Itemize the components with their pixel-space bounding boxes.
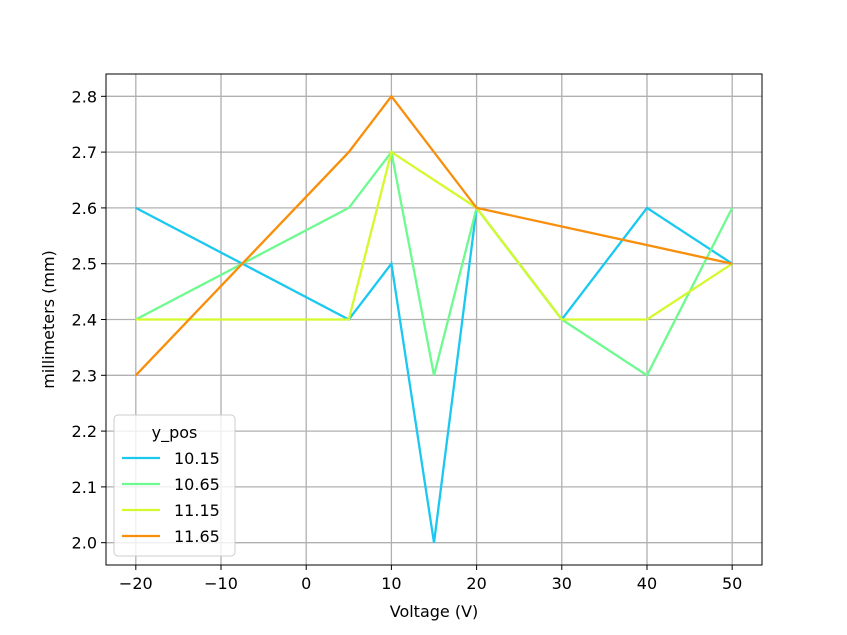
legend-title: y_pos (152, 423, 198, 443)
x-tick-label: 20 (466, 574, 486, 593)
y-axis-label: millimeters (mm) (39, 250, 58, 389)
y-tick-label: 2.5 (72, 255, 97, 274)
y-tick-label: 2.3 (72, 366, 97, 385)
x-tick-label: −10 (204, 574, 238, 593)
legend: y_pos 10.15 10.65 11.15 11.65 (113, 414, 236, 557)
series-line-10-65 (135, 149, 734, 377)
series-line-11-65 (134, 94, 733, 377)
legend-box (113, 414, 236, 557)
x-tick-label: 30 (552, 574, 572, 593)
x-tick-label: −20 (119, 574, 153, 593)
legend-label: 10.65 (174, 475, 220, 494)
y-tick-label: 2.4 (72, 311, 97, 330)
x-tick-label: 40 (637, 574, 657, 593)
y-tick-label: 2.7 (72, 143, 97, 162)
y-tick-label: 2.0 (72, 534, 97, 553)
legend-items: 10.15 10.65 11.15 11.65 (122, 449, 220, 546)
series-line-11-15 (135, 150, 733, 321)
y-tick-label: 2.6 (72, 199, 97, 218)
series-line-10-15 (135, 204, 733, 543)
legend-label: 11.15 (174, 501, 220, 520)
x-tick-label: 10 (381, 574, 401, 593)
series-group (134, 94, 734, 543)
y-tick-label: 2.8 (72, 87, 97, 106)
y-tick-label: 2.1 (72, 478, 97, 497)
y-tick-label: 2.2 (72, 422, 97, 441)
x-tick-label: 0 (301, 574, 311, 593)
axis-ticks: −20 −10 0 10 20 30 40 50 2.0 2.1 2.2 2.3 2.4 2.5 2.6 2.… (72, 87, 743, 593)
x-tick-label: 50 (722, 574, 742, 593)
x-axis-label: Voltage (V) (390, 602, 479, 621)
legend-label: 11.65 (174, 527, 220, 546)
legend-label: 10.15 (174, 449, 220, 468)
